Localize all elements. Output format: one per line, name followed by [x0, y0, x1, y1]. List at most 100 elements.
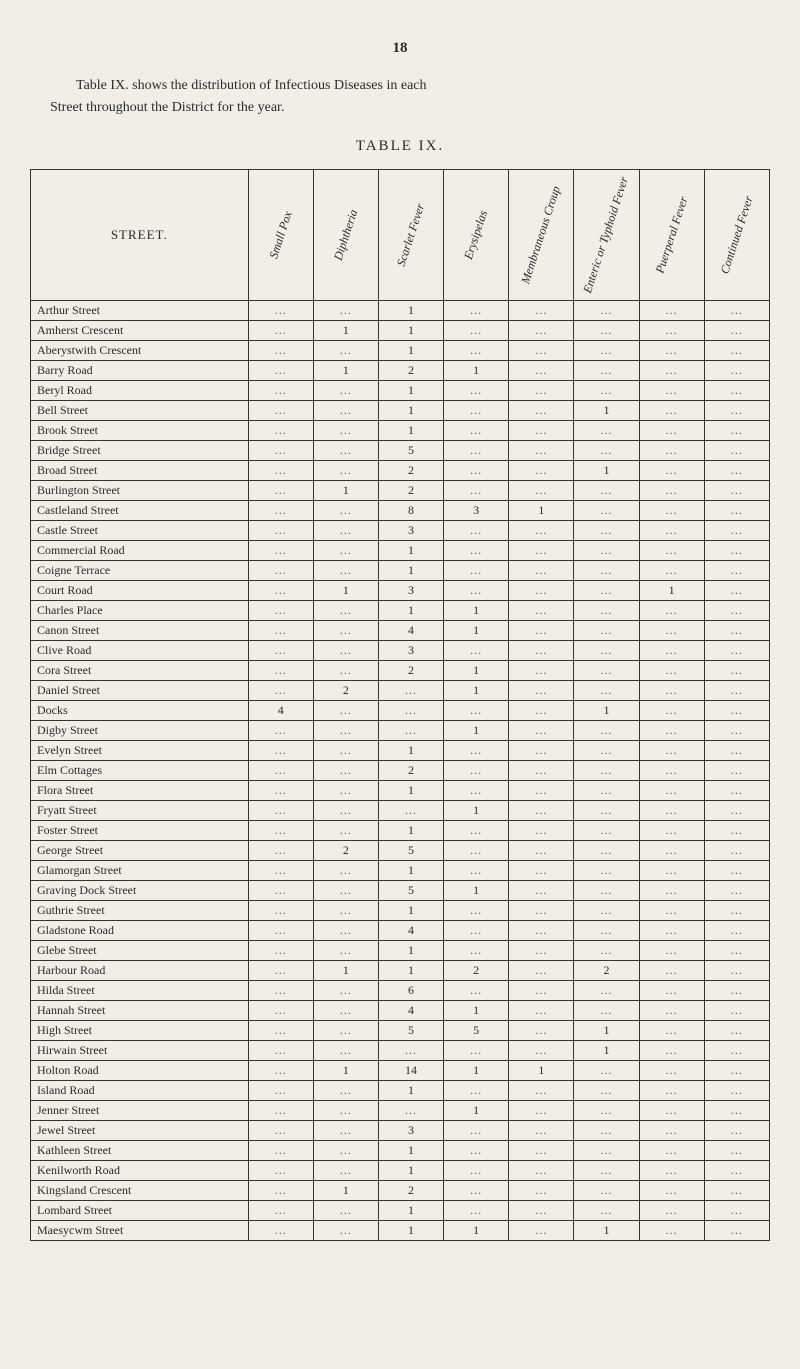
table-row: Castleland Street......831......... — [31, 500, 770, 520]
intro-text: Table IX. shows the distribution of Infe… — [50, 75, 750, 120]
value-cell: ... — [313, 820, 378, 840]
value-cell: ... — [509, 1020, 574, 1040]
value-cell: 1 — [378, 340, 443, 360]
value-cell: 5 — [378, 440, 443, 460]
table-row: Castle Street......3............... — [31, 520, 770, 540]
value-cell: ... — [313, 1160, 378, 1180]
table-row: Amherst Crescent...11............... — [31, 320, 770, 340]
value-cell: ... — [639, 920, 704, 940]
value-cell: ... — [444, 1080, 509, 1100]
value-cell: 1 — [378, 960, 443, 980]
intro-line1: Table IX. shows the distribution of Infe… — [76, 78, 427, 93]
value-cell: ... — [444, 580, 509, 600]
value-cell: ... — [444, 1140, 509, 1160]
value-cell: ... — [704, 960, 769, 980]
value-cell: ... — [248, 1120, 313, 1140]
value-cell: ... — [248, 500, 313, 520]
value-cell: ... — [574, 580, 639, 600]
value-cell: ... — [248, 380, 313, 400]
value-cell: 1 — [574, 400, 639, 420]
value-cell: ... — [704, 1180, 769, 1200]
value-cell: ... — [444, 520, 509, 540]
value-cell: 1 — [378, 780, 443, 800]
value-cell: ... — [704, 480, 769, 500]
value-cell: ... — [444, 940, 509, 960]
value-cell: ... — [248, 400, 313, 420]
value-cell: ... — [704, 980, 769, 1000]
value-cell: ... — [313, 1140, 378, 1160]
value-cell: 1 — [444, 1220, 509, 1240]
value-cell: ... — [639, 840, 704, 860]
value-cell: ... — [248, 880, 313, 900]
value-cell: ... — [639, 440, 704, 460]
value-cell: ... — [509, 1160, 574, 1180]
value-cell: 3 — [378, 580, 443, 600]
value-cell: ... — [639, 760, 704, 780]
value-cell: 1 — [313, 360, 378, 380]
value-cell: ... — [704, 560, 769, 580]
value-cell: ... — [444, 320, 509, 340]
value-cell: ... — [509, 1200, 574, 1220]
value-cell: 1 — [378, 1080, 443, 1100]
value-cell: 3 — [378, 1120, 443, 1140]
value-cell: ... — [704, 1000, 769, 1020]
value-cell: ... — [509, 580, 574, 600]
value-cell: ... — [313, 500, 378, 520]
value-cell: ... — [313, 1080, 378, 1100]
value-cell: ... — [313, 1100, 378, 1120]
value-cell: ... — [574, 340, 639, 360]
value-cell: ... — [509, 940, 574, 960]
value-cell: 1 — [378, 400, 443, 420]
value-cell: ... — [704, 760, 769, 780]
value-cell: ... — [444, 1180, 509, 1200]
street-name-cell: Barry Road — [31, 360, 249, 380]
value-cell: 4 — [378, 1000, 443, 1020]
value-cell: ... — [704, 540, 769, 560]
value-cell: ... — [574, 780, 639, 800]
value-cell: ... — [509, 800, 574, 820]
value-cell: ... — [509, 1080, 574, 1100]
street-name-cell: Castleland Street — [31, 500, 249, 520]
value-cell: ... — [313, 400, 378, 420]
value-cell: ... — [704, 780, 769, 800]
value-cell: ... — [313, 440, 378, 460]
street-name-cell: Bridge Street — [31, 440, 249, 460]
value-cell: ... — [313, 540, 378, 560]
street-name-cell: Broad Street — [31, 460, 249, 480]
value-cell: 1 — [444, 600, 509, 620]
value-cell: 1 — [378, 860, 443, 880]
value-cell: ... — [704, 1060, 769, 1080]
value-cell: ... — [248, 840, 313, 860]
street-name-cell: Evelyn Street — [31, 740, 249, 760]
value-cell: 2 — [378, 460, 443, 480]
table-row: High Street......55...1...... — [31, 1020, 770, 1040]
value-cell: ... — [639, 800, 704, 820]
table-row: Broad Street......2......1...... — [31, 460, 770, 480]
table-row: Brook Street......1............... — [31, 420, 770, 440]
value-cell: ... — [639, 1060, 704, 1080]
value-cell: ... — [509, 820, 574, 840]
value-cell: ... — [704, 800, 769, 820]
value-cell: ... — [444, 540, 509, 560]
value-cell: ... — [639, 940, 704, 960]
value-cell: ... — [704, 920, 769, 940]
value-cell: ... — [574, 1120, 639, 1140]
value-cell: ... — [313, 800, 378, 820]
value-cell: ... — [704, 620, 769, 640]
value-cell: ... — [313, 900, 378, 920]
value-cell: ... — [704, 820, 769, 840]
col-continued-fever: Continued Fever — [704, 169, 769, 300]
value-cell: ... — [444, 460, 509, 480]
value-cell: ... — [248, 1000, 313, 1020]
value-cell: ... — [444, 1200, 509, 1220]
value-cell: ... — [444, 740, 509, 760]
value-cell: ... — [248, 340, 313, 360]
street-name-cell: Charles Place — [31, 600, 249, 620]
value-cell: ... — [444, 300, 509, 320]
value-cell: ... — [639, 900, 704, 920]
value-cell: ... — [313, 740, 378, 760]
value-cell: ... — [509, 420, 574, 440]
value-cell: 1 — [378, 740, 443, 760]
value-cell: ... — [248, 360, 313, 380]
value-cell: 4 — [248, 700, 313, 720]
